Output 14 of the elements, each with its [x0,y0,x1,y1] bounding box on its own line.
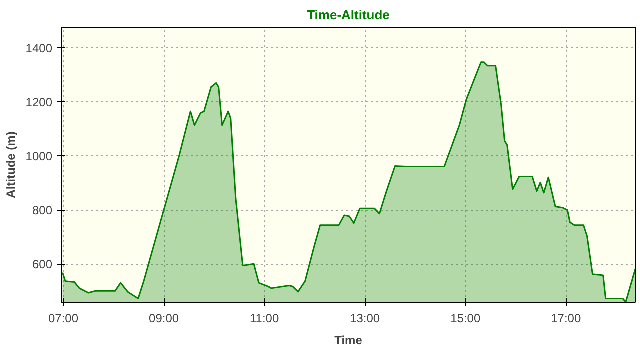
x-tick-label: 09:00 [149,312,180,326]
x-tick-label: 07:00 [48,312,79,326]
x-tick-label: 11:00 [250,312,280,326]
y-axis-title: Altitude (m) [4,132,18,198]
y-tick-label: 600 [32,258,53,272]
x-tick-label: 17:00 [551,312,582,326]
x-tick-label: 15:00 [450,312,481,326]
y-tick-label: 1200 [26,95,53,110]
x-tick-label: 13:00 [350,312,380,326]
y-tick-label: 1000 [26,149,53,164]
chart-title: Time-Altitude [307,8,390,22]
x-axis-title: Time [334,334,363,348]
y-tick-label: 800 [32,204,53,218]
y-tick-label: 1400 [26,41,53,56]
